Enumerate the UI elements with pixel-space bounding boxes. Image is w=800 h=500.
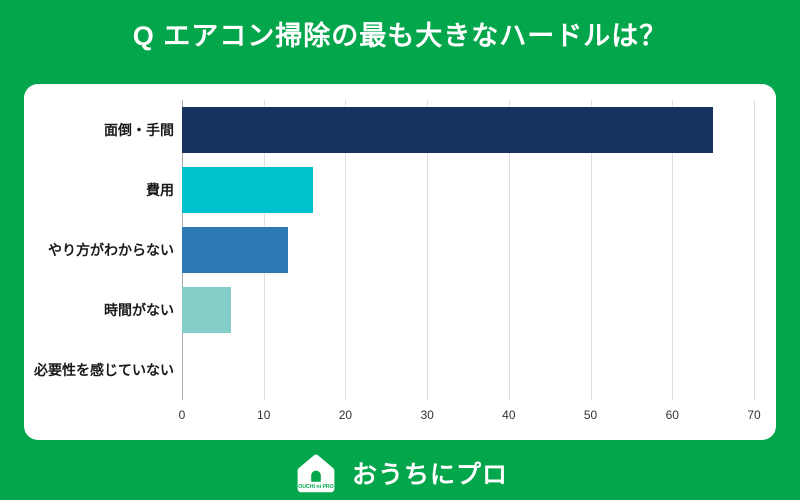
- x-tick-label: 10: [257, 408, 271, 422]
- bar-0: [182, 107, 714, 153]
- gridline: [508, 100, 510, 400]
- bar-track: [182, 280, 754, 340]
- x-tick-label: 60: [665, 408, 679, 422]
- gridline: [427, 100, 429, 400]
- category-label: 時間がない: [104, 301, 174, 318]
- gridline: [754, 100, 755, 400]
- logo-icon-text: OUCHI ni PRO: [298, 484, 333, 490]
- bar-chart: 面倒・手間費用やり方がわからない時間がない必要性を感じていない: [32, 100, 755, 400]
- gridline: [345, 100, 347, 400]
- category-label: やり方がわからない: [48, 241, 174, 258]
- bar-track: [182, 100, 754, 160]
- category-label: 費用: [146, 181, 174, 198]
- chart-card: 面倒・手間費用やり方がわからない時間がない必要性を感じていない 0 10 20 30 4…: [24, 84, 776, 440]
- gridline: [590, 100, 592, 400]
- bar-track: [182, 220, 754, 280]
- x-tick-label: 0: [178, 408, 186, 422]
- page-title: Q エアコン掃除の最も大きなハードルは？: [132, 21, 668, 51]
- bar-3: [182, 287, 232, 333]
- x-axis: 0 10 20 30 40 50 60 70: [178, 400, 761, 430]
- house-logo-icon: OUCHI ni PRO: [297, 454, 335, 493]
- footer-logo: OUCHI ni PRO おうちにプロ: [0, 446, 800, 500]
- x-tick-label: 70: [747, 408, 761, 422]
- plot-area: [182, 100, 755, 400]
- category-label: 面倒・手間: [104, 121, 174, 138]
- category-label: 必要性を感じていない: [34, 361, 174, 378]
- logo-text: おうちにプロ: [351, 461, 508, 489]
- bar-track: [182, 340, 754, 400]
- bar-2: [182, 227, 289, 273]
- labels-col: 面倒・手間費用やり方がわからない時間がない必要性を感じていない: [32, 100, 182, 400]
- bar-1: [182, 167, 313, 213]
- x-tick-label: 30: [420, 408, 434, 422]
- bar-track: [182, 160, 754, 220]
- x-tick-label: 40: [502, 408, 516, 422]
- gridline: [672, 100, 674, 400]
- x-tick-label: 20: [338, 408, 353, 422]
- x-tick-label: 50: [583, 408, 598, 422]
